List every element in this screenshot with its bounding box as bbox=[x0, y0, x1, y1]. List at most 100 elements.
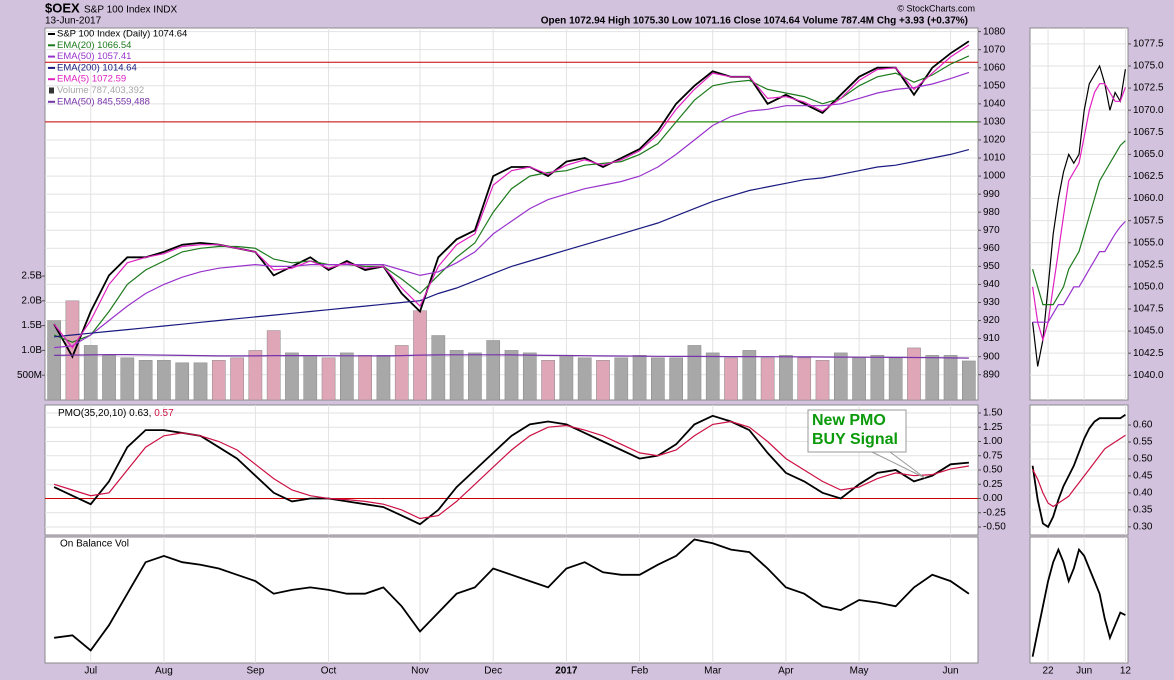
panels: 890 900 910 920 930 940 950 960 970 980 990 1000 101… bbox=[17, 26, 1164, 676]
y-tick-label: 940 bbox=[983, 279, 1000, 290]
volume-bar bbox=[797, 357, 812, 401]
series-line bbox=[1032, 434, 1126, 508]
y-tick-label: 1000 bbox=[983, 171, 1006, 182]
volume-bar bbox=[285, 352, 299, 401]
quote: Open 1072.94 High 1075.30 Low 1071.16 Cl… bbox=[541, 16, 968, 27]
y-tick-label: 0.55 bbox=[1133, 437, 1153, 448]
signal-value: 0.57 bbox=[154, 408, 174, 419]
volume-bar bbox=[321, 357, 336, 401]
x-tick-label: Oct bbox=[321, 666, 337, 677]
x-tick-label: 22 bbox=[1042, 666, 1054, 677]
y-tick-label: 1.00 bbox=[983, 436, 1003, 447]
y-tick-label: 0.40 bbox=[1133, 488, 1153, 499]
volume-bar bbox=[303, 355, 318, 401]
series-line bbox=[53, 538, 970, 652]
pmo-value: 0.63, bbox=[129, 408, 151, 419]
y-tick-label: 1077.5 bbox=[1133, 39, 1164, 50]
y-tick-label: 1070.0 bbox=[1133, 105, 1164, 116]
chart-title: S&P 100 Index INDX bbox=[84, 5, 178, 16]
legend-entry: S&P 100 Index (Daily) 1074.64 bbox=[57, 29, 187, 40]
y-tick-label: 1047.5 bbox=[1133, 304, 1164, 315]
volume-bar bbox=[943, 355, 958, 401]
y-tick-label: 1060.0 bbox=[1133, 193, 1164, 204]
legend-entry: EMA(200) 1014.64 bbox=[57, 62, 137, 73]
volume-bar bbox=[431, 335, 446, 401]
y-tick-label: 0.25 bbox=[983, 479, 1003, 490]
y-tick-label: 1042.5 bbox=[1133, 348, 1164, 359]
y-tick-label: 960 bbox=[983, 243, 1000, 254]
x-tick-label: Sep bbox=[246, 666, 264, 677]
volume-bar bbox=[760, 357, 775, 401]
y-tick-label: 890 bbox=[983, 369, 1000, 380]
volume-bar bbox=[376, 355, 391, 401]
volume-bar bbox=[65, 300, 80, 401]
volume-bar bbox=[193, 362, 208, 401]
volume-bar bbox=[230, 357, 244, 401]
y-tick-label: 0.50 bbox=[983, 465, 1003, 476]
volume-bar bbox=[449, 350, 464, 401]
y2-tick-label: 1.0B bbox=[21, 345, 42, 356]
volume-bar bbox=[486, 340, 501, 401]
y-tick-label: 1010 bbox=[983, 153, 1006, 164]
series-line bbox=[54, 354, 969, 359]
x-tick-label: Jun bbox=[942, 666, 958, 677]
x-tick-label: Nov bbox=[411, 666, 429, 677]
series-line bbox=[1031, 547, 1126, 657]
y-tick-label: 0.50 bbox=[1133, 454, 1153, 465]
volume-bar bbox=[157, 360, 171, 401]
series-line bbox=[1032, 64, 1126, 367]
volume-bar bbox=[925, 355, 940, 401]
volume-bar bbox=[504, 350, 519, 401]
panel bbox=[1029, 536, 1129, 664]
callout-box bbox=[807, 409, 907, 453]
y-tick-label: 1040 bbox=[983, 98, 1006, 109]
y-tick-label: 1062.5 bbox=[1133, 171, 1164, 182]
volume-bar bbox=[248, 350, 263, 401]
legend-entry: EMA(50) 1057.41 bbox=[57, 51, 131, 62]
volume-bar bbox=[596, 360, 610, 401]
volume-bar bbox=[541, 360, 555, 401]
y-tick-label: 1030 bbox=[983, 117, 1006, 128]
volume-bar bbox=[632, 355, 647, 401]
x-tick-label: Mar bbox=[704, 666, 722, 677]
volume-bar bbox=[724, 357, 738, 401]
y-tick-label: 1045.0 bbox=[1133, 326, 1164, 337]
series-line bbox=[1031, 414, 1126, 529]
symbol: $OEX bbox=[45, 0, 80, 15]
y-tick-label: 990 bbox=[983, 189, 1000, 200]
volume-bar bbox=[340, 352, 354, 401]
y-tick-label: 1040.0 bbox=[1133, 370, 1164, 381]
x-tick-label: Apr bbox=[778, 666, 794, 677]
volume-bar bbox=[211, 360, 226, 401]
annotation: New PMO BUY Signal bbox=[807, 409, 926, 479]
x-tick-label: Jul bbox=[84, 666, 97, 677]
legend-entry: Volume 787,403,392 bbox=[57, 85, 144, 96]
y-tick-label: 980 bbox=[983, 207, 1000, 218]
legend-entry: EMA(50) 845,559,488 bbox=[57, 96, 150, 107]
volume-bar bbox=[266, 330, 281, 401]
series-line bbox=[1032, 220, 1126, 323]
y2-tick-label: 1.5B bbox=[21, 320, 42, 331]
y-tick-label: 1.25 bbox=[983, 422, 1003, 433]
series-line bbox=[53, 40, 970, 359]
volume-bar bbox=[559, 355, 574, 401]
x-tick-label: 12 bbox=[1120, 666, 1132, 677]
pmo-legend: PMO(35,20,10) 0.63, 0.57 bbox=[58, 408, 174, 419]
volume-bar bbox=[705, 352, 720, 401]
volume-bar bbox=[138, 360, 153, 401]
pmo-title: PMO(35,20,10) bbox=[58, 408, 126, 419]
credit: © StockCharts.com bbox=[897, 3, 975, 13]
y-tick-label: 920 bbox=[983, 315, 1000, 326]
volume-bar bbox=[669, 357, 683, 401]
volume-bar bbox=[888, 357, 903, 401]
volume-bar bbox=[522, 352, 537, 401]
volume-bar bbox=[358, 355, 372, 401]
y-tick-label: 910 bbox=[983, 333, 1000, 344]
y-tick-label: 1060 bbox=[983, 62, 1006, 73]
series-line bbox=[53, 414, 969, 526]
legend-entry: EMA(20) 1066.54 bbox=[57, 40, 131, 51]
y-tick-label: 0.35 bbox=[1133, 505, 1153, 516]
y-tick-label: 1057.5 bbox=[1133, 215, 1164, 226]
volume-bar bbox=[815, 360, 830, 401]
